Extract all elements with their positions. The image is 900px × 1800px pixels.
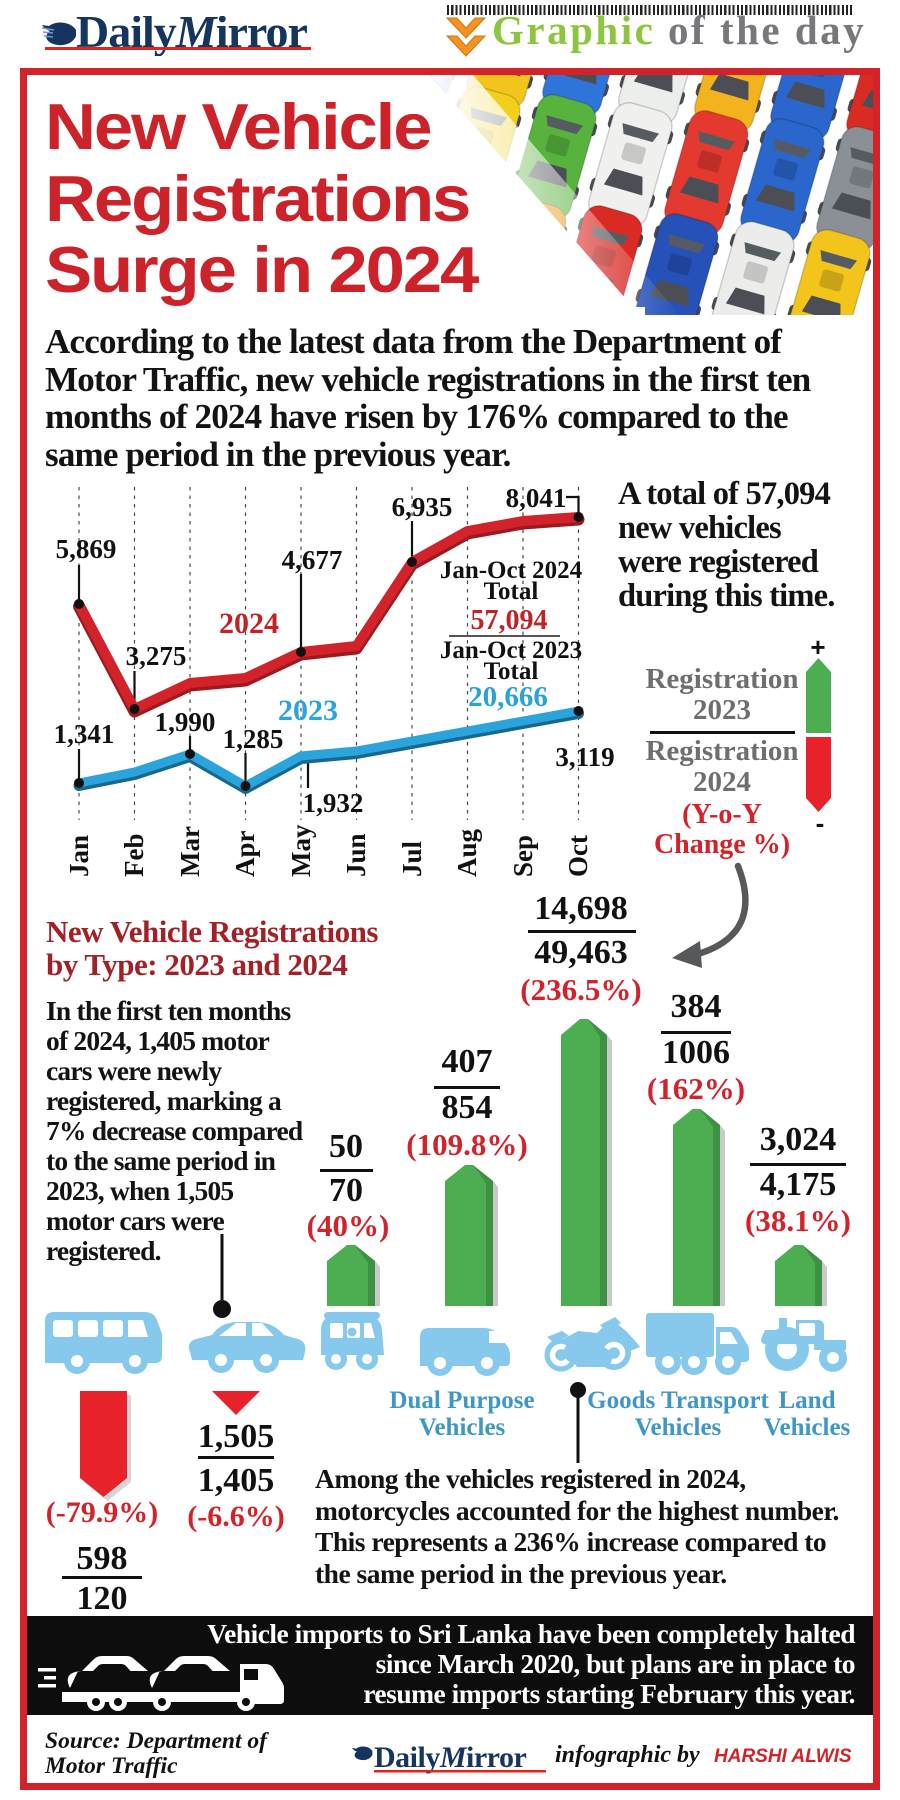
svg-text:DailyMirror: DailyMirror [374,1741,526,1774]
